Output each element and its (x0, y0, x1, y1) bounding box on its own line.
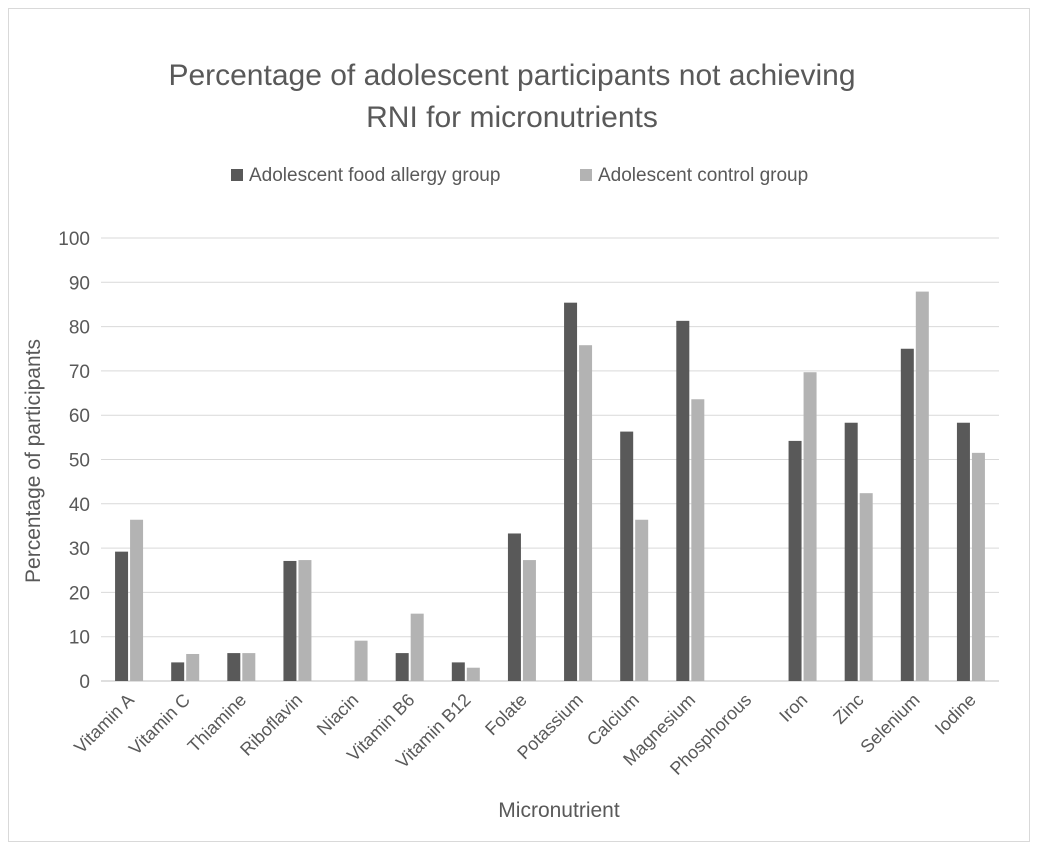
x-tick-label: Folate (481, 690, 531, 740)
y-tick-label: 60 (69, 406, 90, 427)
bars (115, 291, 985, 681)
gridlines (101, 237, 999, 682)
bar-food-allergy (115, 551, 129, 681)
bar-control (298, 560, 312, 681)
bar-food-allergy (451, 662, 465, 681)
y-tick-label: 10 (69, 628, 90, 649)
x-tick-label: Niacin (313, 690, 363, 740)
y-tick-label: 30 (69, 539, 90, 560)
x-tick-label: Iodine (931, 690, 980, 739)
bar-control (803, 372, 817, 681)
bar-food-allergy (564, 302, 578, 681)
bar-food-allergy (956, 422, 970, 681)
x-tick-label: Riboflavin (236, 690, 306, 760)
bar-food-allergy (788, 440, 802, 681)
y-tick-label: 0 (79, 672, 90, 693)
bar-food-allergy (283, 560, 297, 681)
bar-food-allergy (844, 422, 858, 681)
chart-title-line-2: RNI for micronutrients (366, 101, 658, 134)
legend-swatch-control (580, 169, 592, 181)
x-tick-label: Iron (775, 690, 811, 726)
bar-control (186, 653, 200, 681)
y-tick-label: 90 (69, 273, 90, 294)
chart-area: Percentage of adolescent participants no… (8, 8, 1030, 842)
bar-control (130, 519, 144, 681)
bar-control (522, 560, 536, 681)
bar-control (410, 613, 424, 681)
legend: Adolescent food allergy group Adolescent… (231, 165, 808, 186)
legend-swatch-food-allergy (231, 169, 243, 181)
bar-control (354, 640, 368, 681)
bar-food-allergy (900, 348, 914, 681)
bar-control (691, 399, 705, 681)
y-axis-ticks: 0 10 20 30 40 50 60 70 80 90 100 (58, 229, 90, 693)
bar-control (859, 493, 873, 681)
x-axis-label: Micronutrient (498, 799, 620, 822)
bar-control (915, 291, 929, 681)
y-tick-label: 70 (69, 362, 90, 383)
bar-control (579, 345, 593, 681)
chart-title-line-1: Percentage of adolescent participants no… (168, 59, 855, 92)
y-tick-label: 20 (69, 583, 90, 604)
x-tick-label: Vitamin C (125, 690, 194, 759)
bar-control (635, 519, 649, 681)
bar-food-allergy (620, 431, 634, 681)
bar-food-allergy (395, 653, 409, 681)
bar-food-allergy (171, 662, 185, 681)
bar-control (466, 667, 480, 681)
bar-food-allergy (507, 533, 521, 681)
y-tick-label: 40 (69, 495, 90, 516)
legend-label-control: Adolescent control group (598, 165, 808, 186)
legend-label-food-allergy: Adolescent food allergy group (249, 165, 500, 186)
y-tick-label: 100 (58, 229, 90, 250)
x-tick-label: Selenium (856, 690, 923, 757)
x-tick-label: Zinc (829, 690, 867, 728)
y-axis-label: Percentage of participants (22, 339, 45, 583)
bar-food-allergy (227, 653, 241, 681)
bar-control (242, 653, 256, 681)
bar-chart: Percentage of adolescent participants no… (22, 59, 999, 822)
bar-control (971, 452, 985, 681)
y-tick-label: 50 (69, 451, 90, 472)
bar-food-allergy (676, 320, 690, 681)
y-tick-label: 80 (69, 318, 90, 339)
